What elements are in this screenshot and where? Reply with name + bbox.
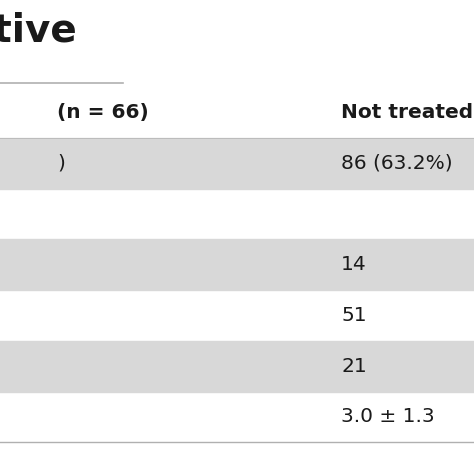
Text: 3.0 ± 1.3: 3.0 ± 1.3 xyxy=(341,407,435,426)
Bar xyxy=(0,239,474,290)
Text: 51: 51 xyxy=(341,306,367,325)
Text: Not treated (n = 1: Not treated (n = 1 xyxy=(341,103,474,122)
Bar xyxy=(0,341,474,392)
Text: 86 (63.2%): 86 (63.2%) xyxy=(341,154,453,173)
Text: itive: itive xyxy=(0,12,78,50)
Text: 21: 21 xyxy=(341,356,367,375)
Text: 14: 14 xyxy=(341,255,367,274)
Text: ): ) xyxy=(57,154,65,173)
Text: (n = 66): (n = 66) xyxy=(57,103,149,122)
Bar xyxy=(0,138,474,189)
